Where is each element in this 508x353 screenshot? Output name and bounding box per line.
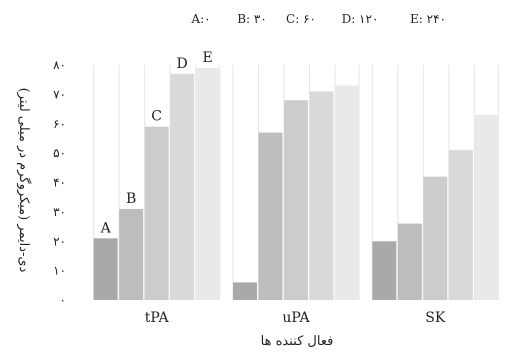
legend-item-B: B: ۳۰ bbox=[237, 12, 267, 26]
legend-item-E: E: ۲۴۰ bbox=[410, 12, 446, 26]
bar-SK-E bbox=[474, 114, 499, 300]
bar-tPA-C bbox=[144, 126, 169, 300]
x-axis-categories: tPA uPA SK bbox=[145, 310, 446, 326]
bar-labels: AB C D E bbox=[100, 50, 213, 236]
category-label-SK: SK bbox=[425, 310, 446, 326]
legend-item-D: D: ۱۲۰ bbox=[342, 12, 379, 26]
bar-SK-A bbox=[372, 241, 397, 300]
y-tick-label: ۰ bbox=[60, 293, 66, 307]
y-tick-label: ۳۰ bbox=[53, 205, 66, 219]
bar-uPA-C bbox=[284, 100, 308, 300]
legend-item-C: C: ۶۰ bbox=[286, 12, 316, 26]
bar-label-C: C bbox=[151, 109, 162, 125]
bar-SK-B bbox=[397, 223, 422, 300]
y-tick-label: ۲۰ bbox=[53, 234, 66, 248]
legend-item-A: A:۰ bbox=[190, 12, 210, 26]
bar-tPA-B bbox=[119, 208, 144, 300]
y-tick-label: ۸۰ bbox=[53, 58, 66, 72]
y-tick-label: ۱۰ bbox=[53, 264, 66, 278]
category-label-tPA: tPA bbox=[145, 310, 170, 326]
bar-uPA-D bbox=[309, 91, 334, 300]
y-tick-label: ۷۰ bbox=[53, 87, 66, 101]
bar-uPA-B bbox=[258, 132, 283, 300]
bar-tPA-D bbox=[170, 73, 195, 300]
y-axis-ticks: ۰ ۱۰ ۲۰ ۳۰ ۴۰ ۵۰ ۶۰ ۷۰ ۸۰ bbox=[53, 58, 66, 307]
bar-uPA-E bbox=[335, 85, 359, 300]
bars bbox=[93, 67, 499, 300]
bar-label-B: B bbox=[126, 191, 136, 207]
y-axis-label: دی-دایمر (میکروگرم در میلی لیتر) bbox=[16, 88, 32, 273]
bar-uPA-A bbox=[233, 282, 257, 300]
bar-SK-C bbox=[423, 176, 448, 300]
legend: A:۰ B: ۳۰ C: ۶۰ D: ۱۲۰ E: ۲۴۰ bbox=[190, 12, 446, 26]
bar-SK-D bbox=[448, 150, 473, 300]
category-label-uPA: uPA bbox=[282, 310, 310, 326]
bar-label-A: A bbox=[100, 220, 112, 236]
x-axis-label: فعال کننده ها bbox=[261, 334, 334, 349]
bar-label-E: E bbox=[203, 50, 213, 66]
y-tick-label: ۵۰ bbox=[53, 146, 66, 160]
bar-label-D: D bbox=[177, 56, 188, 72]
y-tick-label: ۶۰ bbox=[53, 117, 66, 131]
y-tick-label: ۴۰ bbox=[53, 176, 66, 190]
bar-tPA-A bbox=[93, 238, 118, 300]
bar-tPA-E bbox=[195, 67, 220, 300]
